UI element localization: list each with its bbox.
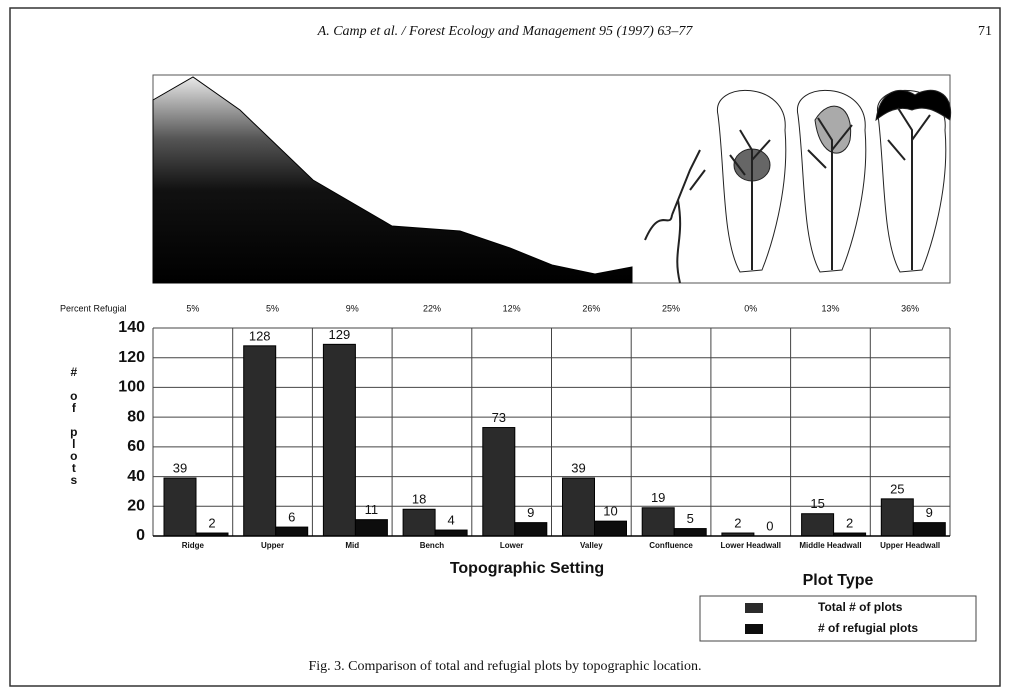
page: A. Camp et al. / Forest Ecology and Mana… <box>0 0 1011 694</box>
percent-label: 5% <box>186 303 199 313</box>
percent-label: 36% <box>901 303 919 313</box>
bar <box>403 509 435 536</box>
x-tick-label: Ridge <box>158 541 228 550</box>
x-axis-title: Topographic Setting <box>450 560 604 577</box>
x-tick-label: Upper <box>238 541 308 550</box>
bar <box>595 521 627 536</box>
value-label: 39 <box>571 460 585 475</box>
x-tick-label: Bench <box>397 541 467 550</box>
percent-label: 25% <box>662 303 680 313</box>
y-axis-title: # of plots <box>67 365 81 485</box>
value-label: 39 <box>173 460 187 475</box>
x-tick-label: Middle Headwall <box>795 541 865 550</box>
value-label: 15 <box>810 496 824 511</box>
legend-label: # of refugial plots <box>818 621 918 635</box>
value-label: 5 <box>687 511 694 526</box>
y-tick-label: 60 <box>127 438 145 455</box>
bar <box>802 514 834 536</box>
y-tick-label: 100 <box>118 379 145 396</box>
x-tick-label: Upper Headwall <box>875 541 945 550</box>
bar <box>913 523 945 536</box>
bar <box>323 344 355 536</box>
caption: Fig. 3. Comparison of total and refugial… <box>308 659 701 674</box>
bar <box>355 520 387 536</box>
page-number: 71 <box>978 24 992 39</box>
y-tick-label: 120 <box>118 349 145 366</box>
running-header: A. Camp et al. / Forest Ecology and Mana… <box>317 24 694 39</box>
x-tick-label: Mid <box>317 541 387 550</box>
percent-label: 12% <box>503 303 521 313</box>
legend-title: Plot Type <box>803 572 874 589</box>
value-label: 11 <box>365 502 379 517</box>
x-tick-label: Lower Headwall <box>716 541 786 550</box>
percent-title: Percent Refugial <box>60 303 127 313</box>
percent-label: 26% <box>582 303 600 313</box>
illustration <box>153 75 951 283</box>
value-label: 25 <box>890 481 904 496</box>
bar <box>881 499 913 536</box>
value-label: 2 <box>208 515 215 530</box>
x-tick-label: Valley <box>556 541 626 550</box>
x-tick-label: Lower <box>477 541 547 550</box>
value-label: 10 <box>603 504 617 519</box>
y-tick-label: 140 <box>118 319 145 336</box>
value-label: 9 <box>527 505 534 520</box>
value-label: 2 <box>734 515 741 530</box>
value-label: 128 <box>249 328 271 343</box>
x-tick-label: Confluence <box>636 541 706 550</box>
legend-label: Total # of plots <box>818 600 903 614</box>
bar <box>563 478 595 536</box>
percent-label: 22% <box>423 303 441 313</box>
bar <box>674 529 706 536</box>
legend-swatch <box>745 624 763 634</box>
bar <box>483 428 515 536</box>
bar <box>244 346 276 536</box>
value-label: 4 <box>447 512 454 527</box>
bar <box>164 478 196 536</box>
value-label: 2 <box>846 515 853 530</box>
bar <box>276 527 308 536</box>
bar <box>515 523 547 536</box>
y-tick-label: 20 <box>127 498 145 515</box>
value-label: 19 <box>651 490 665 505</box>
percent-label: 0% <box>744 303 757 313</box>
y-tick-label: 0 <box>136 527 145 544</box>
value-label: 0 <box>766 518 773 533</box>
value-label: 18 <box>412 492 426 507</box>
percent-label: 5% <box>266 303 279 313</box>
value-label: 73 <box>492 410 506 425</box>
bar <box>435 530 467 536</box>
legend-swatch <box>745 603 763 613</box>
y-tick-label: 40 <box>127 468 145 485</box>
y-tick-label: 80 <box>127 408 145 425</box>
percent-label: 9% <box>346 303 359 313</box>
percent-label: 13% <box>821 303 839 313</box>
value-label: 9 <box>926 505 933 520</box>
bar <box>642 508 674 536</box>
figure: A. Camp et al. / Forest Ecology and Mana… <box>0 0 1011 694</box>
value-label: 6 <box>288 510 295 525</box>
value-label: 129 <box>329 327 351 342</box>
